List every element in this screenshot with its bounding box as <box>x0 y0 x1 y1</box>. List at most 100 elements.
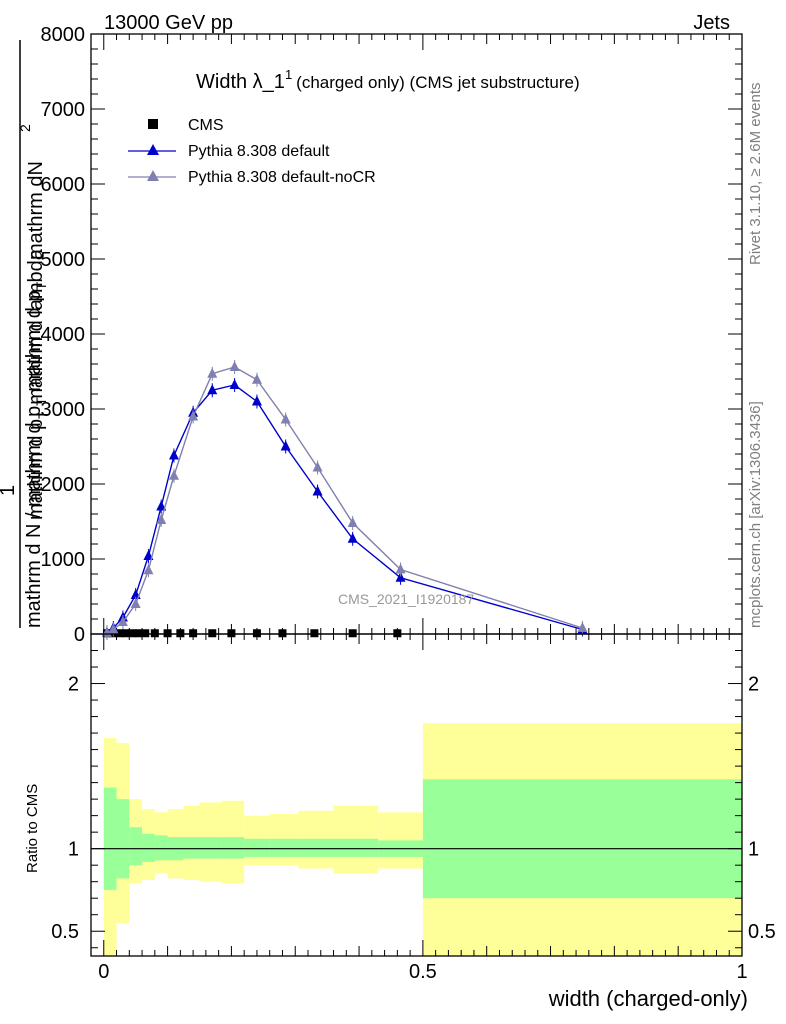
rivet-label: Rivet 3.1.10, ≥ 2.6M events <box>747 83 764 266</box>
cms-data-point <box>189 629 198 638</box>
cms-data-point <box>252 629 261 638</box>
main-ytick-label: 0 <box>74 624 85 646</box>
ratio-stat-band <box>244 838 270 857</box>
series-point-nocr <box>117 616 128 626</box>
ratio-stat-band <box>298 838 334 857</box>
series-point-nocr <box>347 517 358 527</box>
series-point-nocr <box>207 367 218 378</box>
cms-data-point <box>150 629 159 638</box>
ratio-frame <box>90 633 743 957</box>
main-ytick-label: 7000 <box>41 99 86 121</box>
ratio-xtick-label: 0.5 <box>409 961 437 983</box>
series-point-default <box>347 532 358 543</box>
series-point-default <box>207 384 218 395</box>
main-ylabel: mathrm dN 2 mathrm d pT mathrm d lambda … <box>0 40 51 628</box>
ratio-stat-band <box>103 787 117 890</box>
series-point-nocr <box>156 514 167 524</box>
ratio-stat-band <box>269 838 299 857</box>
watermark: CMS_2021_I1920187 <box>338 591 474 607</box>
ratio-ytick-label-right: 0.5 <box>748 921 776 943</box>
legend-label-default: Pythia 8.308 default <box>188 143 330 160</box>
chart-title: Width λ_11 (charged only) (CMS jet substr… <box>196 67 580 93</box>
cms-data-point <box>163 629 172 638</box>
main-ytick-label: 6000 <box>41 174 86 196</box>
header-right: Jets <box>693 12 730 34</box>
xlabel: width (charged-only) <box>548 986 748 1011</box>
cms-data-point <box>176 629 185 638</box>
series-point-nocr <box>229 361 240 371</box>
series-point-nocr <box>143 564 154 575</box>
ratio-stat-band <box>116 799 130 879</box>
series-point-nocr <box>395 563 406 574</box>
series-point-default <box>143 550 154 560</box>
ratio-xtick-label: 0 <box>98 961 109 983</box>
series-point-nocr <box>168 469 179 480</box>
series-point-nocr <box>280 413 291 424</box>
ratio-stat-band <box>333 838 379 857</box>
main-ytick-label: 5000 <box>41 249 86 271</box>
main-ytick-label: 2000 <box>41 474 86 496</box>
cms-data-point <box>227 629 236 638</box>
ratio-stat-band <box>422 779 742 899</box>
cms-data-point <box>128 629 137 638</box>
legend-marker-cms <box>148 119 158 129</box>
ratio-ytick-label: 0.5 <box>51 921 79 943</box>
cms-data-point <box>115 629 124 638</box>
series-line-nocr <box>106 366 583 634</box>
series-point-nocr <box>108 623 119 634</box>
ylabel-numerator-a: mathrm dN <box>25 161 47 260</box>
ratio-ytick-label-right: 1 <box>748 839 759 861</box>
ratio-ytick-label-right: 2 <box>748 674 759 696</box>
legend-label-nocr: Pythia 8.308 default-noCR <box>188 169 376 186</box>
series-point-nocr <box>251 373 262 384</box>
series-point-default <box>168 449 179 460</box>
ratio-ylabel: Ratio to CMS <box>24 784 41 873</box>
series-line-default <box>106 384 583 634</box>
main-ytick-label: 3000 <box>41 399 86 421</box>
cms-data-point <box>134 629 143 638</box>
cms-data-point <box>393 629 402 638</box>
ratio-stat-band <box>221 837 245 859</box>
series-point-nocr <box>312 461 323 472</box>
legend-marker-nocr <box>147 170 159 181</box>
ratio-stat-band <box>199 837 222 859</box>
ratio-stat-band <box>183 837 200 859</box>
ylabel-one: 1 <box>0 485 19 496</box>
cms-data-point <box>278 629 287 638</box>
ylabel-numerator-sup: 2 <box>17 124 33 132</box>
main-ytick-label: 4000 <box>41 324 86 346</box>
mcplots-label: mcplots.cern.ch [arXiv:1306.3436] <box>747 401 764 628</box>
main-panel: 0 1000 2000 3000 4000 5000 6000 7000 8000 <box>41 24 743 646</box>
ratio-ytick-label: 1 <box>68 839 79 861</box>
ylabel-numerator-b: mathrm d pT mathrm d lambda <box>25 248 51 520</box>
series-point-nocr <box>188 410 199 421</box>
cms-data-point <box>208 629 217 638</box>
ratio-stat-band <box>154 835 168 861</box>
chart-title-main: Width λ_1 <box>196 71 285 93</box>
series-point-default <box>312 485 323 496</box>
series-point-default <box>280 440 291 451</box>
cms-data-point <box>348 629 357 638</box>
cms-data-point <box>141 629 150 638</box>
series-point-default <box>395 571 406 582</box>
series-point-default <box>156 500 167 511</box>
ratio-panel: 0 0.5 10.5 0.51 12 2 <box>51 633 776 983</box>
chart-title-sub: (charged only) (CMS jet substructure) <box>296 73 579 92</box>
legend-label-cms: CMS <box>188 117 224 134</box>
ratio-xtick-label: 1 <box>736 961 747 983</box>
series-point-nocr <box>130 598 141 608</box>
ylabel-denominator: mathrm d N / mathrm d pT mathrm d pT <box>23 281 49 628</box>
main-ytick-label: 1000 <box>41 549 86 571</box>
cms-data-point <box>310 629 319 638</box>
series-point-default <box>229 379 240 389</box>
header-left: 13000 GeV pp <box>104 12 233 34</box>
legend: CMS Pythia 8.308 default Pythia 8.308 de… <box>128 117 376 186</box>
cms-data-point <box>122 629 131 638</box>
series-point-nocr <box>577 622 588 632</box>
ratio-stat-band <box>129 827 143 866</box>
ratio-ytick-label: 2 <box>68 674 79 696</box>
main-ytick-label: 8000 <box>41 24 86 46</box>
ratio-stat-band <box>142 833 155 862</box>
chart-title-sup: 1 <box>285 67 292 82</box>
